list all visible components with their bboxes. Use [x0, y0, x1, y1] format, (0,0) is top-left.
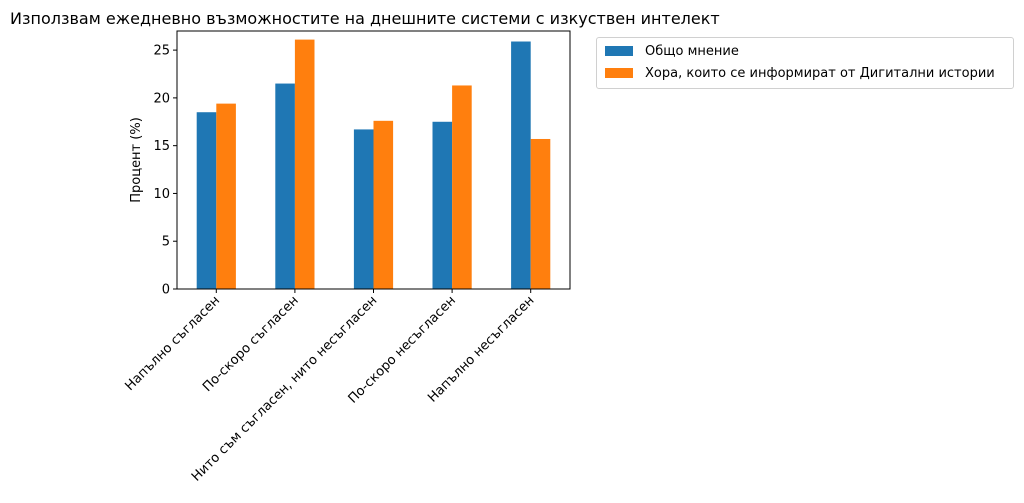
- legend-item-digital-stories: Хора, които се информират от Дигитални и…: [605, 65, 995, 81]
- y-axis-label: Процент (%): [129, 117, 144, 203]
- legend-label-overall: Общо мнение: [645, 43, 739, 59]
- bars-group: [196, 39, 551, 290]
- bar-series1-cat2: [373, 120, 394, 289]
- bar-series1-cat1: [294, 39, 315, 289]
- y-tick-label-2: 10: [153, 187, 170, 202]
- y-tick-label-4: 20: [153, 91, 170, 106]
- bar-series0-cat3: [432, 121, 453, 290]
- y-tick-label-3: 15: [153, 139, 170, 154]
- bar-series0-cat4: [511, 41, 531, 290]
- legend-item-overall: Общо мнение: [605, 43, 739, 59]
- chart-title: Използвам ежедневно възможностите на дне…: [10, 9, 720, 28]
- legend-swatch-overall: [605, 46, 633, 56]
- bar-series1-cat3: [452, 85, 472, 289]
- y-tick-label-1: 5: [162, 235, 170, 250]
- legend: Общо мнение Хора, които се информират от…: [596, 37, 1014, 89]
- legend-swatch-digital-stories: [605, 68, 633, 78]
- bar-series1-cat0: [216, 103, 236, 289]
- y-axis: 0 5 10 15 20 25: [153, 44, 177, 298]
- y-tick-label-5: 25: [153, 44, 170, 59]
- bar-series0-cat0: [196, 112, 217, 289]
- bar-series0-cat2: [353, 129, 374, 289]
- bar-series1-cat4: [530, 138, 551, 289]
- y-tick-label-0: 0: [162, 283, 170, 298]
- bar-series0-cat1: [275, 83, 295, 289]
- legend-label-digital-stories: Хора, които се информират от Дигитални и…: [645, 65, 995, 81]
